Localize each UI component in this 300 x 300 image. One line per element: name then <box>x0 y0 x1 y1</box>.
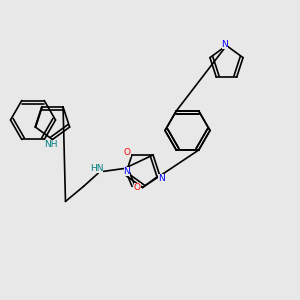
Text: NH: NH <box>44 140 58 149</box>
Text: HN: HN <box>90 164 103 173</box>
Text: N: N <box>124 167 130 176</box>
Text: N: N <box>158 174 164 183</box>
Text: O: O <box>134 183 141 192</box>
Text: N: N <box>222 40 228 49</box>
Text: O: O <box>124 148 131 157</box>
